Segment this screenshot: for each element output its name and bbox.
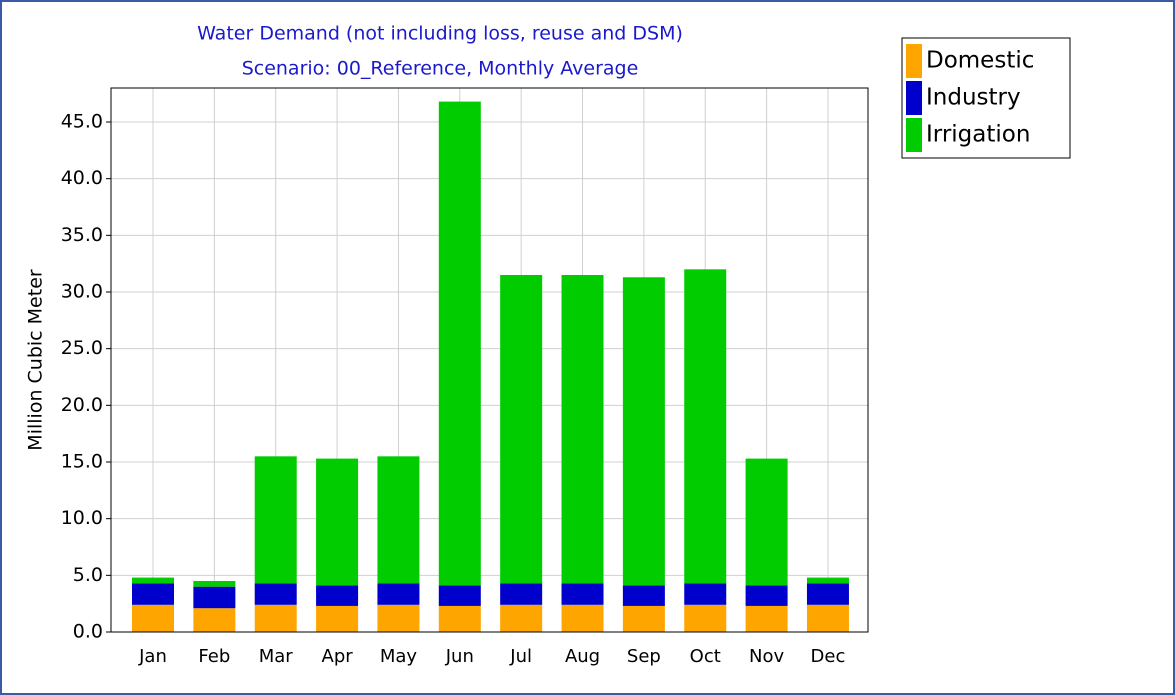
- y-tick-label: 0.0: [73, 621, 103, 643]
- bar-segment: [254, 604, 297, 632]
- bar-segment: [561, 604, 604, 632]
- legend-swatch: [906, 81, 922, 115]
- chart-subtitle: Scenario: 00_Reference, Monthly Average: [242, 58, 639, 80]
- bar-segment: [316, 458, 359, 586]
- x-tick-label: Sep: [627, 646, 661, 667]
- bar-segment: [745, 458, 788, 586]
- bar-segment: [745, 585, 788, 606]
- y-tick-label: 40.0: [61, 167, 103, 189]
- bar-segment: [316, 605, 359, 632]
- x-tick-label: Mar: [259, 646, 294, 667]
- y-tick-label: 45.0: [61, 111, 103, 133]
- chart-title: Water Demand (not including loss, reuse …: [197, 23, 683, 45]
- x-tick-label: Jan: [138, 646, 167, 667]
- bar-segment: [316, 585, 359, 606]
- bar-segment: [806, 577, 849, 584]
- bar-segment: [806, 604, 849, 632]
- bar-segment: [193, 586, 236, 609]
- legend-swatch: [906, 44, 922, 78]
- bar-segment: [438, 585, 481, 606]
- bar-segment: [622, 277, 665, 586]
- x-tick-label: Apr: [322, 646, 354, 667]
- bar-segment: [193, 581, 236, 587]
- bar-segment: [684, 269, 727, 584]
- bar-segment: [806, 583, 849, 605]
- legend-label: Industry: [926, 85, 1021, 111]
- legend-box: [901, 37, 1071, 159]
- bar-segment: [561, 275, 604, 584]
- x-tick-label: Jul: [509, 646, 532, 667]
- bar-segment: [377, 456, 420, 584]
- bar-segment: [500, 604, 543, 632]
- x-tick-label: May: [380, 646, 418, 667]
- bar-segment: [561, 583, 604, 605]
- bar-segment: [377, 604, 420, 632]
- plot-border: [110, 87, 869, 633]
- bar-segment: [622, 605, 665, 632]
- bar-segment: [622, 585, 665, 606]
- x-tick-label: Dec: [811, 646, 846, 667]
- bar-segment: [745, 605, 788, 632]
- y-tick-label: 5.0: [73, 564, 103, 586]
- y-tick-label: 20.0: [61, 394, 103, 416]
- y-axis-label: Million Cubic Meter: [25, 269, 47, 451]
- legend-label: Irrigation: [926, 122, 1030, 148]
- bar-segment: [132, 577, 174, 584]
- bar-segment: [254, 583, 297, 605]
- y-tick-label: 25.0: [61, 337, 103, 359]
- legend-swatch: [906, 118, 922, 152]
- bar-segment: [500, 583, 543, 605]
- x-tick-label: Aug: [565, 646, 600, 667]
- bar-segment: [254, 456, 297, 584]
- x-tick-label: Oct: [690, 646, 721, 667]
- y-tick-label: 15.0: [61, 451, 103, 473]
- x-tick-label: Jun: [445, 646, 474, 667]
- bar-segment: [438, 605, 481, 632]
- bar-segment: [438, 101, 481, 586]
- y-tick-label: 35.0: [61, 224, 103, 246]
- bar-segment: [193, 608, 236, 632]
- bar-segment: [377, 583, 420, 605]
- y-tick-label: 10.0: [61, 507, 103, 529]
- bar-segment: [500, 275, 543, 584]
- x-tick-label: Nov: [749, 646, 784, 667]
- legend-label: Domestic: [926, 48, 1034, 74]
- bar-segment: [132, 604, 174, 632]
- bar-segment: [684, 604, 727, 632]
- bar-segment: [132, 583, 174, 605]
- x-tick-label: Feb: [198, 646, 230, 667]
- y-tick-label: 30.0: [61, 281, 103, 303]
- bar-segment: [684, 583, 727, 605]
